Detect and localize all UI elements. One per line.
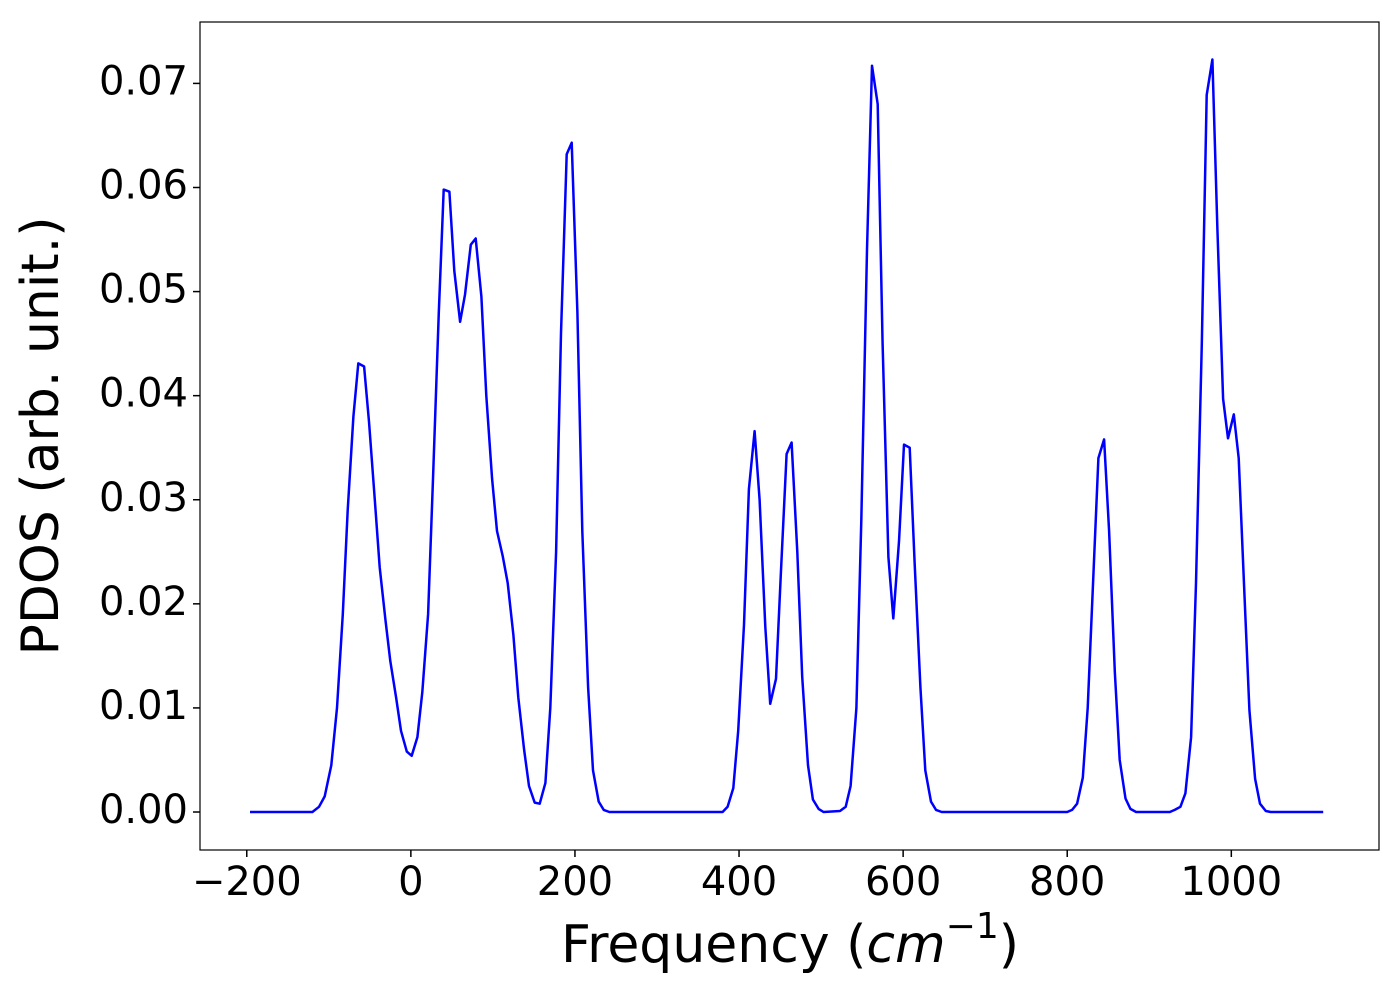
x-tick-label: 400 — [701, 859, 777, 905]
y-axis-label: PDOS (arb. unit.) — [11, 216, 71, 655]
x-tick-label: 600 — [865, 859, 941, 905]
x-label-exponent: −1 — [946, 906, 999, 947]
x-tick-label: 200 — [537, 859, 613, 905]
y-tick-label: 0.01 — [99, 683, 188, 729]
x-tick-label: 0 — [398, 859, 423, 905]
y-tick-label: 0.06 — [99, 162, 188, 208]
x-axis-label: Frequency (cm−1) — [561, 906, 1019, 975]
y-tick-label: 0.02 — [99, 579, 188, 625]
x-label-close: ) — [999, 915, 1019, 975]
y-tick-label: 0.07 — [99, 58, 188, 104]
pdos-line — [250, 58, 1324, 814]
x-tick-label: 800 — [1029, 859, 1105, 905]
x-tick-label: −200 — [192, 859, 302, 905]
x-label-unit: cm — [866, 915, 945, 975]
y-tick-label: 0.05 — [99, 267, 188, 313]
y-tick-label: 0.04 — [99, 371, 188, 417]
x-label-text: Frequency ( — [561, 915, 866, 975]
plot-frame — [199, 21, 1380, 851]
y-tick-label: 0.03 — [99, 475, 188, 521]
x-tick-label: 1000 — [1180, 859, 1282, 905]
y-tick-label: 0.00 — [99, 787, 188, 833]
